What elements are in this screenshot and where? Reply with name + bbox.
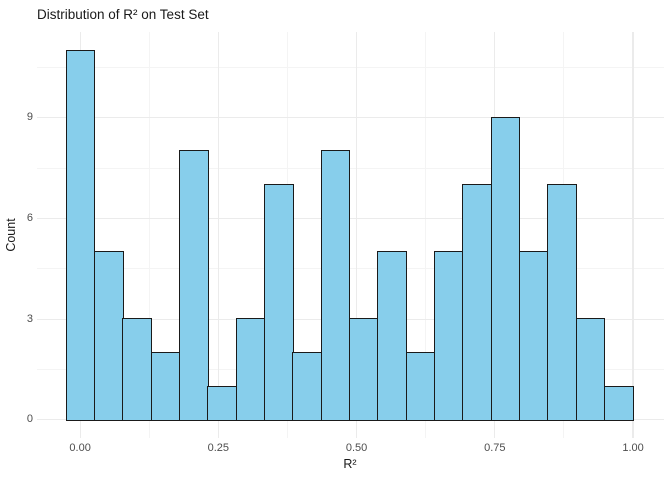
gridline-x-minor (148, 32, 150, 438)
gridline-x-major (217, 32, 219, 438)
histogram-bar (122, 318, 153, 421)
histogram-bar (320, 150, 351, 421)
x-tick-label: 1.00 (622, 442, 644, 454)
y-tick-label: 6 (26, 211, 33, 224)
gridline-y-minor (37, 66, 664, 68)
x-tick-label: 0.75 (484, 442, 506, 454)
x-tick-label: 0.50 (345, 442, 368, 454)
histogram-bar (462, 184, 493, 421)
y-tick-label: 3 (26, 312, 33, 325)
histogram-bar (93, 251, 124, 421)
histogram-bar (405, 351, 436, 421)
histogram-bar (263, 184, 294, 421)
histogram-bar (292, 351, 323, 421)
gridline-x-major (355, 32, 358, 438)
histogram-bar (178, 150, 209, 421)
y-tick-label: 0 (26, 413, 33, 426)
histogram-bar (207, 385, 238, 421)
x-tick-label: 0.00 (69, 442, 91, 454)
gridline-y-minor (37, 167, 664, 169)
gridline-y-minor (37, 268, 664, 270)
gridline-y-major (37, 217, 664, 219)
histogram-bar (65, 49, 96, 421)
gridline-x-minor (425, 32, 427, 438)
histogram-bar (547, 184, 578, 421)
x-axis-title: R² (343, 457, 357, 471)
histogram-bar (575, 318, 606, 421)
histogram-bar (518, 251, 549, 421)
histogram-bar (603, 385, 634, 421)
histogram-bar (377, 251, 408, 421)
y-tick-label: 9 (26, 111, 33, 124)
histogram-bar (490, 116, 521, 421)
gridline-x-major (632, 32, 634, 438)
histogram-bar (348, 318, 379, 421)
x-tick-label: 0.25 (207, 442, 230, 454)
histogram-bar (150, 351, 181, 421)
chart-title: Distribution of R² on Test Set (37, 7, 209, 22)
histogram-bar (433, 251, 464, 421)
histogram-bar (235, 318, 266, 421)
gridline-y-major (37, 117, 664, 119)
